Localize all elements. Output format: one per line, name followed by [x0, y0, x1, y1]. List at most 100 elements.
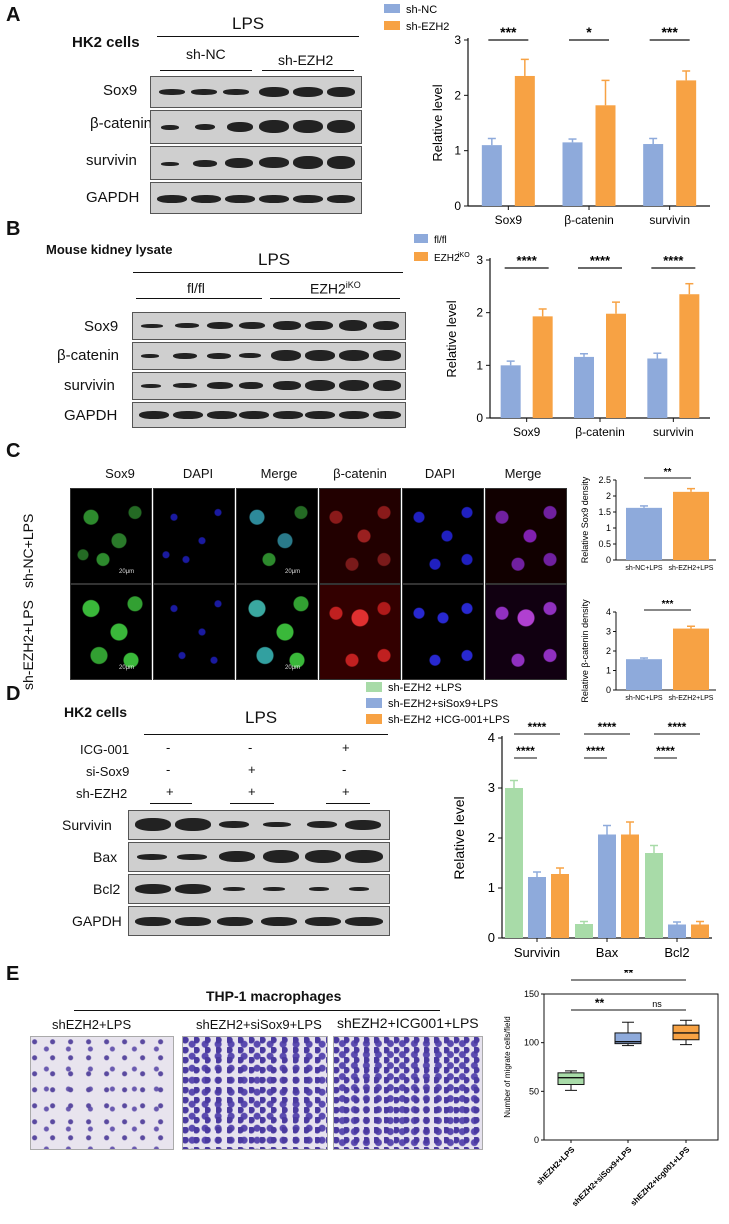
- panel-a-group-1: sh-NC: [186, 46, 226, 62]
- panel-a-row-4: GAPDH: [86, 189, 140, 206]
- panel-b-row-4: GAPDH: [64, 407, 118, 424]
- y-tick-label: 1: [606, 523, 611, 533]
- y-tick-label: 50: [529, 1086, 539, 1096]
- significance-label: **: [624, 970, 634, 980]
- legend-swatch: [414, 252, 428, 261]
- panel-d-mark: +: [248, 762, 256, 777]
- significance-label: ****: [517, 253, 538, 268]
- panel-a-cell-label: HK2 cells: [72, 34, 140, 51]
- x-tick-label: shEZH2+LPS: [535, 1145, 577, 1187]
- bar: [643, 144, 664, 206]
- panel-c-col-3: Merge: [260, 466, 298, 481]
- blot-b-survivin: [132, 372, 406, 400]
- panel-d-cond-2: si-Sox9: [86, 764, 130, 779]
- significance-label: ***: [662, 599, 674, 610]
- bar: [532, 316, 553, 418]
- migration-image-icg001: [333, 1036, 483, 1150]
- legend-label-sup: iKO: [458, 252, 470, 259]
- y-tick-label: 1.5: [598, 507, 611, 517]
- bar: [645, 853, 663, 938]
- panel-d-cond-3: sh-EZH2: [76, 786, 128, 801]
- panel-b-group2-line: [270, 298, 400, 299]
- significance-label: ns: [652, 999, 662, 1009]
- y-tick-label: 2: [454, 88, 461, 102]
- x-tick-label: Bax: [596, 945, 619, 960]
- if-merge-bcatenin-shezh2: [485, 584, 567, 680]
- y-tick-label: 2.5: [598, 475, 611, 485]
- y-tick-label: 0: [606, 685, 611, 695]
- panel-e-title: THP-1 macrophages: [206, 988, 342, 1004]
- significance-label: *: [586, 24, 592, 40]
- migration-image-sisox9: [182, 1036, 328, 1150]
- blot-a-survivin: [150, 146, 362, 180]
- significance-label: ***: [661, 24, 678, 40]
- x-tick-label: β-catenin: [564, 213, 614, 227]
- bar: [673, 491, 709, 560]
- blot-d-gapdh: [128, 906, 390, 936]
- if-bcatenin-shezh2: [319, 584, 401, 680]
- panel-b-row-2: β-catenin: [57, 347, 119, 364]
- panel-a-lps-line: [157, 36, 359, 37]
- blot-b-bcatenin: [132, 342, 406, 370]
- panel-e-title-line: [74, 1010, 440, 1011]
- panel-a-row-2: β-catenin: [90, 115, 152, 132]
- legend-label: sh-EZH2 +ICG-001+LPS: [388, 714, 510, 726]
- chart-e: 0 50 100 150 Number of migrate cells/field sh…: [503, 970, 719, 1208]
- panel-a-group2-line: [262, 70, 354, 71]
- y-tick-label: 3: [606, 627, 611, 637]
- significance-label: ****: [586, 744, 605, 758]
- panel-d-underline: [230, 803, 274, 804]
- bar: [676, 80, 697, 206]
- y-tick-label: 2: [476, 306, 483, 320]
- chart-b: 0 1 2 3 Relative level Sox9 β-catenin survivin f…: [414, 234, 710, 439]
- panel-d-mark: +: [248, 784, 256, 799]
- y-tick-label: 1: [454, 144, 461, 158]
- significance-label: ****: [598, 720, 617, 734]
- y-tick-label: 0: [488, 930, 495, 945]
- x-tick-label: survivin: [649, 213, 690, 227]
- if-merge-sox9-shezh2: 20μm: [236, 584, 318, 680]
- y-tick-label: 1: [488, 880, 495, 895]
- legend-label: sh-EZH2 +LPS: [388, 682, 462, 694]
- y-tick-label: 2: [488, 830, 495, 845]
- bar: [574, 356, 594, 418]
- y-tick-label: 2: [606, 646, 611, 656]
- bar: [691, 924, 709, 938]
- x-tick-label: Bcl2: [664, 945, 689, 960]
- blot-d-bax: [128, 842, 390, 872]
- x-tick-label: Sox9: [513, 425, 541, 439]
- x-tick-label: sh-NC+LPS: [625, 695, 662, 702]
- significance-label: ****: [668, 720, 687, 734]
- x-tick-label: shEZH2+Icg001+LPS: [629, 1145, 692, 1208]
- panel-b-lps-line: [133, 272, 403, 273]
- y-axis-label: Number of migrate cells/field: [503, 1016, 512, 1117]
- if-sox9-shezh2: 20μm: [70, 584, 152, 680]
- x-tick-label: Sox9: [495, 213, 523, 227]
- panel-c-col-6: Merge: [504, 466, 542, 481]
- y-axis-label: Relative level: [444, 300, 459, 377]
- panel-b-group-1: fl/fl: [187, 280, 205, 296]
- panel-a-row-1: Sox9: [103, 82, 138, 99]
- x-tick-label: β-catenin: [575, 425, 625, 439]
- panel-d-mark: -: [166, 740, 171, 755]
- x-tick-label: Survivin: [514, 945, 560, 960]
- panel-d-row-2: Bax: [93, 849, 118, 865]
- plot-frame: [543, 993, 719, 1141]
- chart-c2: 0 1 2 3 4 Relative β-catenin density sh-NC+LPS…: [580, 599, 716, 703]
- bar: [595, 105, 616, 206]
- panel-d-cell-label: HK2 cells: [64, 704, 128, 720]
- y-tick-label: 4: [488, 730, 495, 745]
- panel-d-row-3: Bcl2: [93, 881, 121, 897]
- x-tick-label: survivin: [653, 425, 694, 439]
- chart-c1: 0 0.5 1 1.5 2 2.5 Relative Sox9 density sh-NC+L…: [580, 467, 716, 572]
- panel-d-lps-line: [144, 734, 388, 735]
- panel-a-treatment: LPS: [232, 14, 265, 33]
- legend-label: sh-EZH2: [406, 21, 449, 33]
- panel-letter-e: E: [6, 963, 20, 985]
- panel-b-row-1: Sox9: [84, 318, 119, 335]
- bar: [647, 358, 668, 418]
- y-tick-label: 0: [476, 411, 483, 425]
- significance-label: ****: [656, 744, 675, 758]
- panel-d-mark: -: [248, 740, 253, 755]
- panel-b-cell-label: Mouse kidney lysate: [46, 242, 173, 257]
